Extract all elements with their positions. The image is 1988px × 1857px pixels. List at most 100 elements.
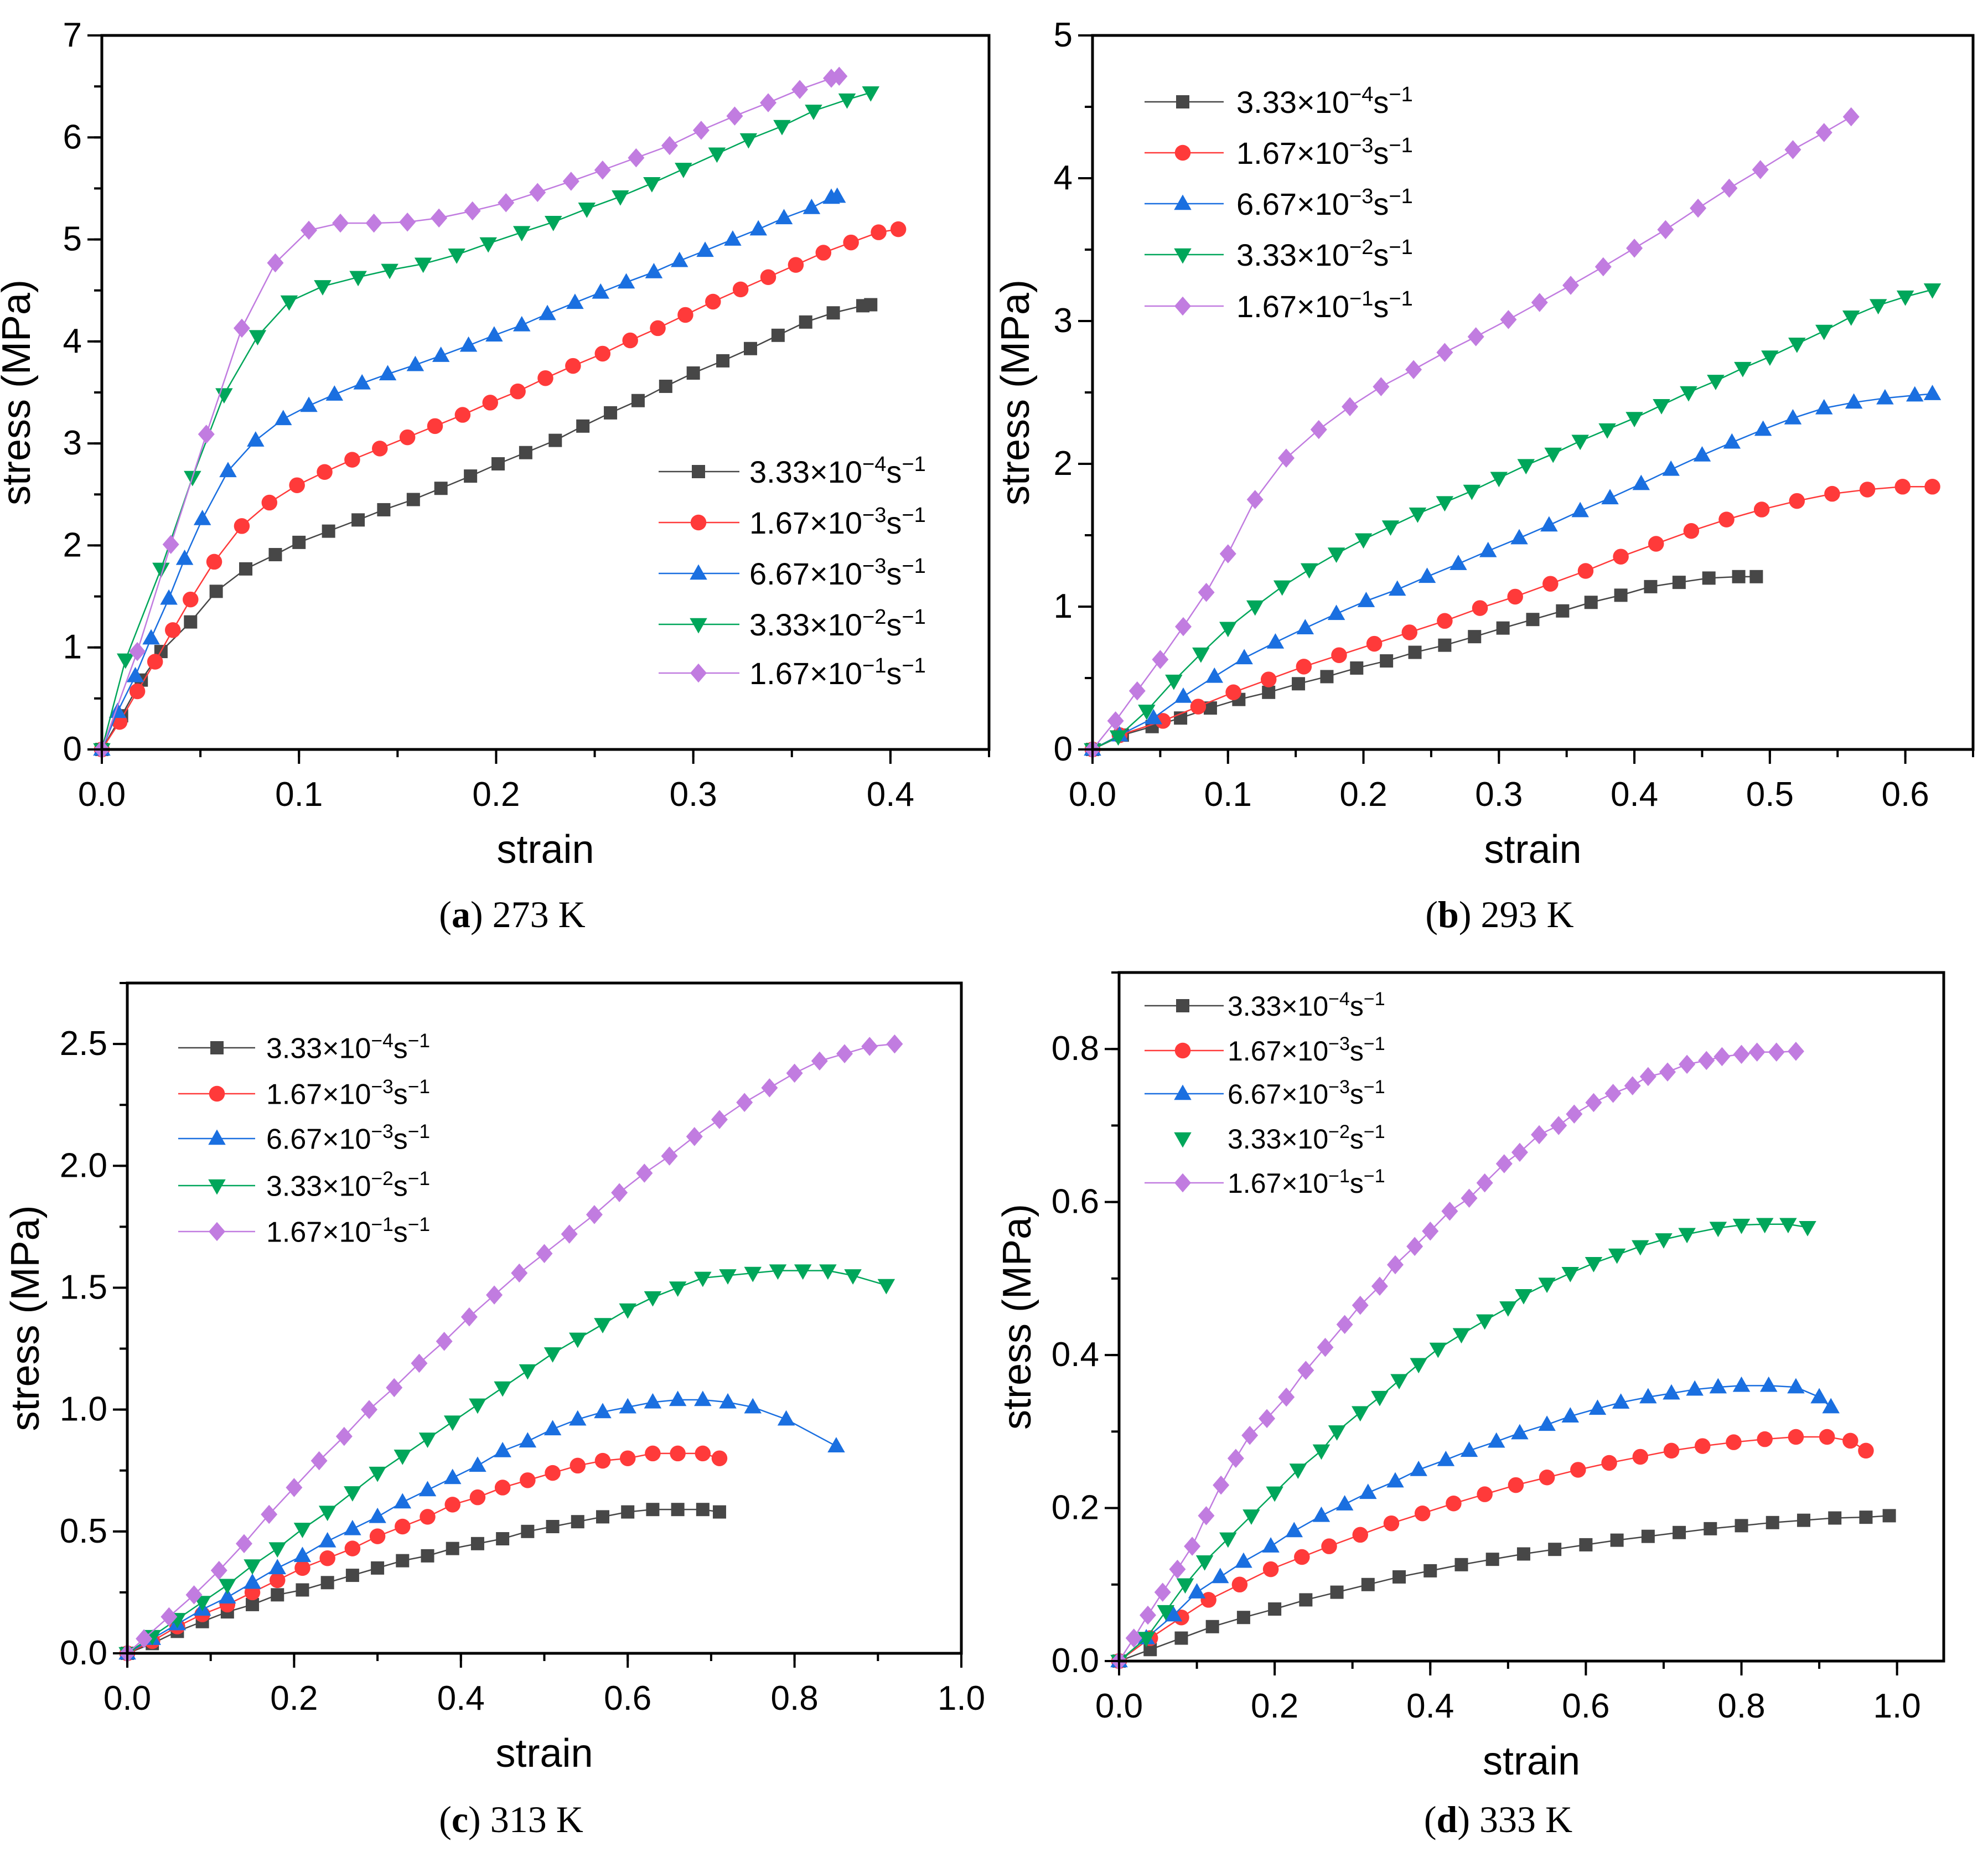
legend-item: 6.67×10−3s−1 bbox=[178, 1121, 430, 1156]
square-marker bbox=[519, 446, 532, 459]
square-marker bbox=[406, 493, 420, 506]
circle-marker bbox=[261, 494, 278, 511]
circle-marker bbox=[1225, 684, 1241, 701]
legend-unit: s bbox=[886, 505, 902, 540]
diamond-marker bbox=[1787, 1042, 1804, 1061]
triangle-up-marker bbox=[1386, 1472, 1404, 1488]
circle-marker bbox=[482, 395, 499, 411]
diamond-marker bbox=[726, 106, 743, 126]
y-tick-label: 2 bbox=[63, 526, 82, 564]
square-marker bbox=[268, 548, 282, 562]
diamond-marker bbox=[233, 318, 250, 338]
circle-marker bbox=[147, 654, 163, 670]
series-3 bbox=[1084, 283, 1942, 759]
square-marker bbox=[1268, 1602, 1282, 1616]
triangle-up-marker bbox=[775, 209, 793, 225]
legend-label: 3.33×10−2s−1 bbox=[266, 1168, 430, 1203]
legend-label: 6.67×10−3s−1 bbox=[266, 1121, 430, 1156]
circle-marker bbox=[427, 418, 443, 434]
triangle-up-marker bbox=[369, 1507, 386, 1523]
triangle-down-marker bbox=[1678, 1228, 1696, 1244]
diamond-marker bbox=[162, 535, 179, 554]
triangle-down-marker bbox=[544, 215, 562, 231]
triangle-down-marker bbox=[569, 1332, 587, 1348]
diamond-marker bbox=[1125, 1628, 1142, 1648]
legend-item: 3.33×10−4s−1 bbox=[1145, 83, 1413, 120]
triangle-down-marker bbox=[1429, 1342, 1447, 1358]
diamond-marker bbox=[267, 253, 284, 273]
triangle-down-marker bbox=[769, 1264, 787, 1280]
square-marker bbox=[1485, 1553, 1499, 1566]
square-marker bbox=[1614, 588, 1628, 602]
square-marker bbox=[396, 1554, 410, 1568]
triangle-up-marker bbox=[1510, 529, 1528, 545]
triangle-up-marker bbox=[519, 1432, 537, 1448]
y-tick-label: 5 bbox=[63, 220, 82, 258]
y-tick-label: 7 bbox=[63, 16, 82, 54]
legend-label: 6.67×10−3s−1 bbox=[1236, 185, 1413, 221]
legend-unit-exp: −1 bbox=[1364, 1077, 1385, 1098]
legend-item: 6.67×10−3s−1 bbox=[1145, 185, 1413, 221]
legend-base: 3.33×10 bbox=[266, 1171, 371, 1203]
circle-marker bbox=[1477, 1486, 1493, 1502]
diamond-marker bbox=[1213, 1475, 1230, 1495]
diamond-marker bbox=[831, 66, 848, 86]
x-tick-label: 1.0 bbox=[1873, 1687, 1921, 1725]
triangle-up-marker bbox=[803, 198, 821, 214]
diamond-marker bbox=[886, 1034, 903, 1054]
series-2 bbox=[118, 1390, 845, 1660]
circle-marker bbox=[1472, 600, 1488, 616]
square-marker bbox=[464, 469, 478, 483]
legend-item: 1.67×10−1s−1 bbox=[1145, 287, 1413, 324]
legend-exp: −1 bbox=[371, 1214, 393, 1235]
legend-unit: s bbox=[394, 1171, 408, 1203]
legend-base: 1.67×10 bbox=[266, 1217, 371, 1249]
triangle-down-marker bbox=[448, 248, 465, 264]
circle-marker bbox=[289, 477, 305, 493]
y-tick-label: 1 bbox=[1054, 587, 1073, 625]
triangle-down-marker bbox=[1598, 423, 1616, 439]
circle-marker bbox=[1437, 613, 1453, 629]
caption-temperature: 333 K bbox=[1470, 1798, 1572, 1840]
circle-marker bbox=[510, 383, 526, 400]
triangle-down-marker bbox=[1923, 283, 1942, 299]
triangle-up-marker bbox=[1632, 474, 1650, 490]
triangle-up-marker bbox=[644, 1393, 662, 1409]
triangle-down-marker bbox=[208, 1179, 226, 1195]
triangle-up-marker bbox=[1388, 580, 1406, 596]
square-marker bbox=[546, 1520, 560, 1534]
triangle-up-marker bbox=[1479, 541, 1497, 557]
square-marker bbox=[576, 419, 590, 433]
diamond-marker bbox=[1241, 1425, 1259, 1445]
legend-label: 6.67×10−3s−1 bbox=[749, 555, 926, 591]
triangle-up-marker bbox=[1723, 433, 1741, 449]
square-marker bbox=[1516, 1547, 1530, 1561]
x-tick-label: 0.0 bbox=[1069, 775, 1116, 814]
circle-marker bbox=[234, 518, 250, 534]
legend-exp: −4 bbox=[371, 1030, 393, 1052]
x-axis-title: strain bbox=[1483, 1739, 1580, 1783]
series-line bbox=[1119, 1436, 1867, 1662]
diamond-marker bbox=[791, 80, 809, 99]
diamond-marker bbox=[1624, 1076, 1641, 1095]
circle-marker bbox=[1824, 485, 1840, 502]
x-tick-label: 0.4 bbox=[437, 1679, 485, 1718]
circle-marker bbox=[1366, 635, 1383, 652]
triangle-down-marker bbox=[293, 1523, 312, 1538]
legend-unit-exp: −1 bbox=[408, 1030, 430, 1052]
triangle-down-marker bbox=[675, 163, 692, 178]
triangle-up-marker bbox=[1923, 385, 1942, 400]
diamond-marker bbox=[1659, 1062, 1676, 1082]
x-tick-label: 0.4 bbox=[1611, 775, 1658, 814]
y-tick-label: 4 bbox=[1054, 159, 1073, 197]
diamond-marker bbox=[310, 1451, 328, 1471]
triangle-down-marker bbox=[1109, 730, 1127, 746]
legend-unit-exp: −1 bbox=[1389, 83, 1412, 106]
triangle-down-marker bbox=[1561, 1266, 1580, 1282]
diamond-marker bbox=[636, 1163, 653, 1183]
diamond-marker bbox=[1154, 1582, 1171, 1602]
triangle-down-marker bbox=[1896, 290, 1914, 306]
diamond-marker bbox=[1152, 650, 1169, 669]
circle-marker bbox=[1155, 713, 1171, 729]
legend-unit-exp: −1 bbox=[1389, 287, 1412, 311]
